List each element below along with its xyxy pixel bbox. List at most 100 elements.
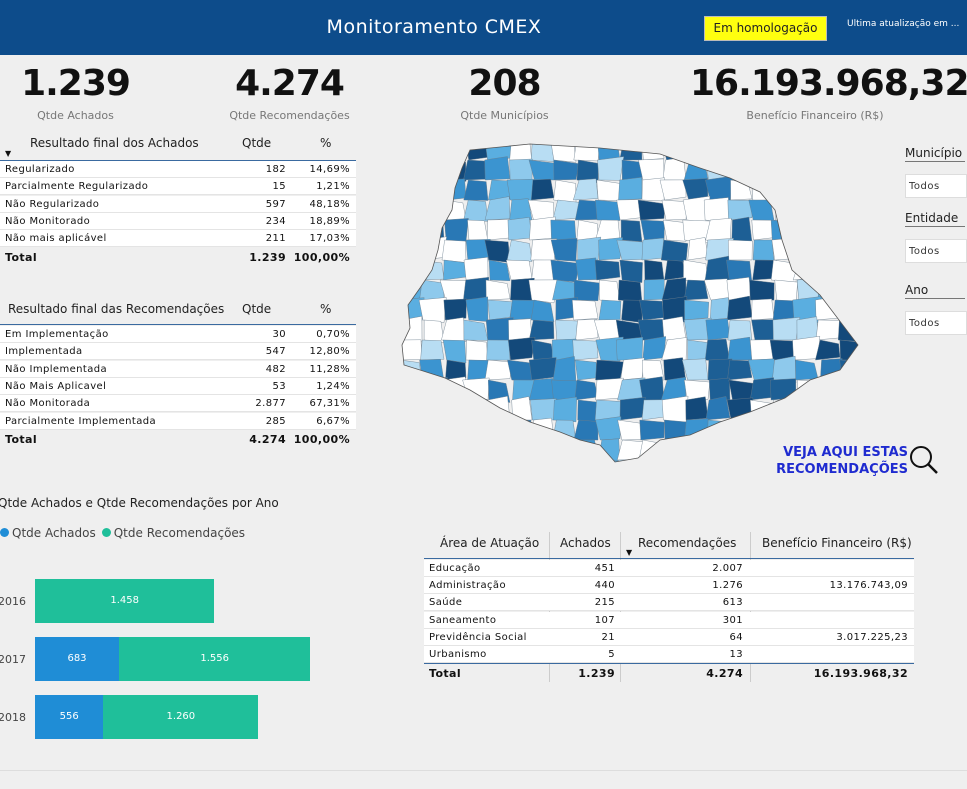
municipality-shape[interactable] xyxy=(486,339,511,361)
municipality-shape[interactable] xyxy=(444,140,467,161)
municipality-shape[interactable] xyxy=(442,339,467,364)
municipality-shape[interactable] xyxy=(553,179,577,203)
municipality-shape[interactable] xyxy=(420,458,445,470)
municipality-shape[interactable] xyxy=(615,336,644,361)
municipality-shape[interactable] xyxy=(421,197,447,221)
municipality-shape[interactable] xyxy=(642,359,665,381)
municipality-shape[interactable] xyxy=(553,159,580,181)
municipality-shape[interactable] xyxy=(684,140,709,161)
municipality-shape[interactable] xyxy=(487,299,513,321)
municipality-shape[interactable] xyxy=(819,259,842,281)
bar-recomendacoes[interactable]: 1.260 xyxy=(103,695,259,739)
municipality-shape[interactable] xyxy=(814,399,841,421)
table-row[interactable]: Parcialmente Regularizado 15 1,21% xyxy=(0,178,356,196)
municipality-shape[interactable] xyxy=(641,237,665,261)
bar-achados[interactable]: 556 xyxy=(35,695,104,739)
municipality-shape[interactable] xyxy=(642,336,666,361)
municipality-shape[interactable] xyxy=(418,140,445,161)
municipality-shape[interactable] xyxy=(551,439,577,461)
table-row[interactable]: Previdência Social 21 64 3.017.225,23 xyxy=(424,628,914,646)
municipality-shape[interactable] xyxy=(772,317,801,341)
municipality-shape[interactable] xyxy=(814,379,841,401)
municipality-shape[interactable] xyxy=(729,459,753,470)
municipality-shape[interactable] xyxy=(530,299,555,323)
municipality-shape[interactable] xyxy=(797,379,819,401)
municipality-shape[interactable] xyxy=(644,259,665,281)
municipality-shape[interactable] xyxy=(463,159,489,181)
municipality-shape[interactable] xyxy=(748,199,775,221)
municipality-shape[interactable] xyxy=(577,236,602,261)
municipality-shape[interactable] xyxy=(484,140,514,161)
municipality-shape[interactable] xyxy=(488,259,511,281)
municipality-shape[interactable] xyxy=(530,398,557,421)
municipality-shape[interactable] xyxy=(572,299,599,321)
municipality-shape[interactable] xyxy=(798,398,819,421)
municipality-shape[interactable] xyxy=(749,140,775,161)
municipality-shape[interactable] xyxy=(573,279,600,301)
legend-item-achados[interactable]: Qtde Achados xyxy=(0,526,96,540)
table-row[interactable]: Não Monitorado 234 18,89% xyxy=(0,212,356,230)
municipality-shape[interactable] xyxy=(771,237,797,261)
municipality-shape[interactable] xyxy=(441,397,467,421)
municipality-shape[interactable] xyxy=(637,199,666,221)
legend-item-recomendacoes[interactable]: Qtde Recomendações xyxy=(101,526,245,540)
municipality-shape[interactable] xyxy=(418,439,449,461)
municipality-shape[interactable] xyxy=(418,177,445,202)
municipality-shape[interactable] xyxy=(528,319,555,341)
municipality-shape[interactable] xyxy=(595,199,621,221)
municipality-shape[interactable] xyxy=(463,179,489,201)
table-row[interactable]: Em Implementação 30 0,70% xyxy=(0,326,356,343)
municipality-shape[interactable] xyxy=(666,456,687,470)
municipality-shape[interactable] xyxy=(400,398,423,422)
municipality-shape[interactable] xyxy=(574,359,599,381)
municipality-shape[interactable] xyxy=(792,218,819,243)
municipality-shape[interactable] xyxy=(530,140,555,162)
municipality-shape[interactable] xyxy=(484,156,511,181)
municipality-shape[interactable] xyxy=(508,318,533,341)
municipality-shape[interactable] xyxy=(400,419,423,444)
table-row[interactable]: Saneamento 107 301 xyxy=(424,611,914,629)
municipality-shape[interactable] xyxy=(511,439,533,461)
municipality-shape[interactable] xyxy=(462,377,490,401)
col-header-pct[interactable]: % xyxy=(320,302,332,316)
municipality-shape[interactable] xyxy=(400,359,423,383)
municipality-shape[interactable] xyxy=(506,239,533,262)
table-total-row[interactable]: Total 4.274 100,00% xyxy=(0,430,356,447)
municipality-shape[interactable] xyxy=(770,378,797,401)
municipality-shape[interactable] xyxy=(774,279,798,303)
municipality-shape[interactable] xyxy=(572,339,599,361)
municipality-shape[interactable] xyxy=(705,140,732,162)
municipality-shape[interactable] xyxy=(423,377,448,403)
municipality-shape[interactable] xyxy=(837,140,862,161)
municipality-shape[interactable] xyxy=(751,319,775,343)
municipality-shape[interactable] xyxy=(686,439,711,461)
municipality-shape[interactable] xyxy=(709,297,731,321)
municipality-shape[interactable] xyxy=(467,359,489,381)
municipality-shape[interactable] xyxy=(617,279,643,303)
municipality-shape[interactable] xyxy=(661,395,689,423)
municipality-shape[interactable] xyxy=(595,359,625,381)
municipality-shape[interactable] xyxy=(772,155,797,182)
municipality-shape[interactable] xyxy=(553,396,577,423)
municipality-shape[interactable] xyxy=(838,157,862,181)
municipality-shape[interactable] xyxy=(595,416,622,441)
municipality-shape[interactable] xyxy=(661,199,688,221)
municipality-shape[interactable] xyxy=(814,140,841,163)
sort-desc-icon[interactable]: ▼ xyxy=(5,149,12,158)
municipality-shape[interactable] xyxy=(486,395,511,421)
municipality-shape[interactable] xyxy=(528,357,557,381)
municipality-shape[interactable] xyxy=(729,439,755,462)
municipality-shape[interactable] xyxy=(509,158,533,183)
municipality-shape[interactable] xyxy=(598,237,623,261)
municipality-shape[interactable] xyxy=(731,216,753,243)
municipality-shape[interactable] xyxy=(752,178,775,203)
municipality-shape[interactable] xyxy=(752,419,775,441)
municipality-shape[interactable] xyxy=(441,239,467,263)
municipality-shape[interactable] xyxy=(792,257,821,281)
municipality-shape[interactable] xyxy=(665,439,687,462)
municipality-shape[interactable] xyxy=(419,359,445,382)
municipality-shape[interactable] xyxy=(573,178,599,201)
municipality-shape[interactable] xyxy=(462,399,490,421)
bar-recomendacoes[interactable]: 1.458 xyxy=(35,579,215,623)
municipality-shape[interactable] xyxy=(838,217,862,241)
